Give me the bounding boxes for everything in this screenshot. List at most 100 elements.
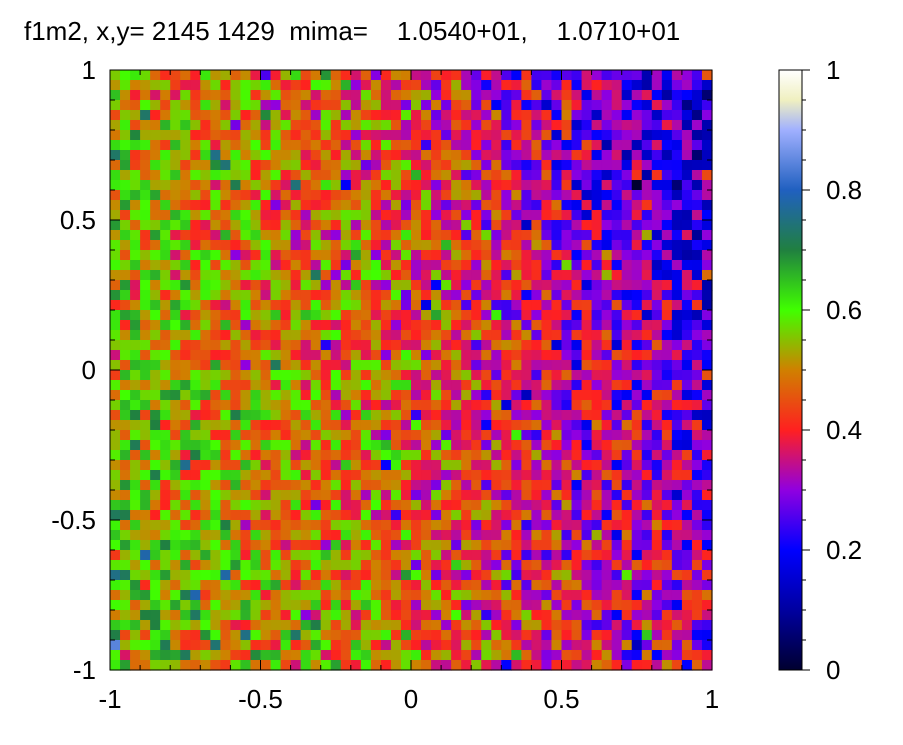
heatmap-cell	[310, 70, 322, 81]
heatmap-cell	[190, 130, 201, 141]
heatmap-cell	[701, 310, 713, 321]
heatmap-cell	[220, 540, 231, 551]
heatmap-cell	[651, 370, 663, 381]
heatmap-cell	[691, 620, 703, 631]
heatmap-cell	[661, 210, 673, 221]
heatmap-cell	[521, 470, 532, 481]
heatmap-cell	[240, 290, 252, 301]
heatmap-cell	[551, 520, 563, 531]
heatmap-cell	[330, 430, 342, 441]
heatmap-cell	[611, 540, 623, 551]
heatmap-cell	[390, 260, 402, 271]
heatmap-cell	[300, 220, 312, 231]
heatmap-cell	[300, 550, 312, 561]
heatmap-cell	[270, 180, 282, 191]
heatmap-cell	[210, 500, 221, 511]
heatmap-cell	[541, 260, 553, 271]
heatmap-cell	[250, 390, 262, 401]
heatmap-cell	[581, 180, 593, 191]
heatmap-cell	[330, 320, 342, 331]
heatmap-cell	[230, 390, 242, 401]
heatmap-cell	[390, 630, 402, 641]
heatmap-cell	[671, 560, 683, 571]
heatmap-cell	[230, 400, 242, 411]
heatmap-cell	[481, 190, 492, 201]
heatmap-cell	[200, 270, 211, 281]
heatmap-cell	[611, 380, 623, 391]
heatmap-cell	[511, 610, 522, 621]
heatmap-cell	[441, 350, 452, 361]
heatmap-cell	[300, 480, 312, 491]
heatmap-cell	[441, 70, 452, 81]
heatmap-cell	[591, 350, 603, 361]
heatmap-cell	[380, 390, 392, 401]
heatmap-cell	[421, 80, 432, 91]
heatmap-cell	[491, 490, 502, 501]
heatmap-cell	[571, 180, 583, 191]
heatmap-cell	[360, 480, 372, 491]
heatmap-cell	[571, 460, 583, 471]
heatmap-cell	[230, 500, 242, 511]
heatmap-cell	[220, 660, 231, 671]
heatmap-cell	[641, 170, 653, 181]
heatmap-cell	[411, 190, 422, 201]
heatmap-cell	[661, 460, 673, 471]
heatmap-cell	[390, 140, 402, 151]
heatmap-cell	[400, 280, 412, 291]
heatmap-cell	[591, 90, 603, 101]
heatmap-cell	[120, 560, 131, 571]
heatmap-cell	[170, 150, 181, 161]
heatmap-cell	[501, 400, 512, 411]
heatmap-cell	[230, 470, 242, 481]
heatmap-cell	[551, 200, 563, 211]
heatmap-cell	[631, 460, 643, 471]
heatmap-cell	[310, 90, 322, 101]
heatmap-cell	[400, 380, 412, 391]
heatmap-cell	[501, 420, 512, 431]
heatmap-cell	[370, 460, 382, 471]
heatmap-cell	[340, 660, 352, 671]
heatmap-cell	[461, 240, 472, 251]
heatmap-cell	[601, 270, 613, 281]
heatmap-cell	[561, 140, 573, 151]
heatmap-cell	[431, 250, 442, 261]
heatmap-cell	[150, 590, 161, 601]
heatmap-cell	[300, 330, 312, 341]
heatmap-cell	[621, 510, 633, 521]
heatmap-cell	[481, 430, 492, 441]
heatmap-cell	[170, 220, 181, 231]
heatmap-cell	[210, 610, 221, 621]
heatmap-cell	[461, 140, 472, 151]
heatmap-cell	[290, 110, 302, 121]
heatmap-cell	[541, 550, 553, 561]
heatmap-cell	[411, 140, 422, 151]
heatmap-cell	[340, 70, 352, 81]
heatmap-cell	[200, 600, 211, 611]
heatmap-cell	[511, 310, 522, 321]
heatmap-cell	[451, 510, 462, 521]
heatmap-cell	[240, 470, 252, 481]
heatmap-cell	[461, 210, 472, 221]
heatmap-cell	[190, 410, 201, 421]
heatmap-cell	[170, 420, 181, 431]
heatmap-cell	[421, 270, 432, 281]
heatmap-cell	[591, 660, 603, 671]
heatmap-cell	[551, 650, 563, 661]
heatmap-cell	[431, 180, 442, 191]
heatmap-cell	[691, 470, 703, 481]
heatmap-cell	[240, 490, 252, 501]
heatmap-cell	[651, 560, 663, 571]
heatmap-cell	[230, 240, 242, 251]
heatmap-cell	[360, 180, 372, 191]
heatmap-cell	[330, 500, 342, 511]
heatmap-cell	[110, 580, 121, 591]
heatmap-cell	[641, 120, 653, 131]
heatmap-cell	[290, 160, 302, 171]
heatmap-cell	[180, 360, 191, 371]
heatmap-cell	[581, 210, 593, 221]
heatmap-cell	[320, 460, 332, 471]
heatmap-cell	[310, 190, 322, 201]
heatmap-cell	[701, 390, 713, 401]
heatmap-cell	[270, 480, 282, 491]
heatmap-cell	[370, 600, 382, 611]
